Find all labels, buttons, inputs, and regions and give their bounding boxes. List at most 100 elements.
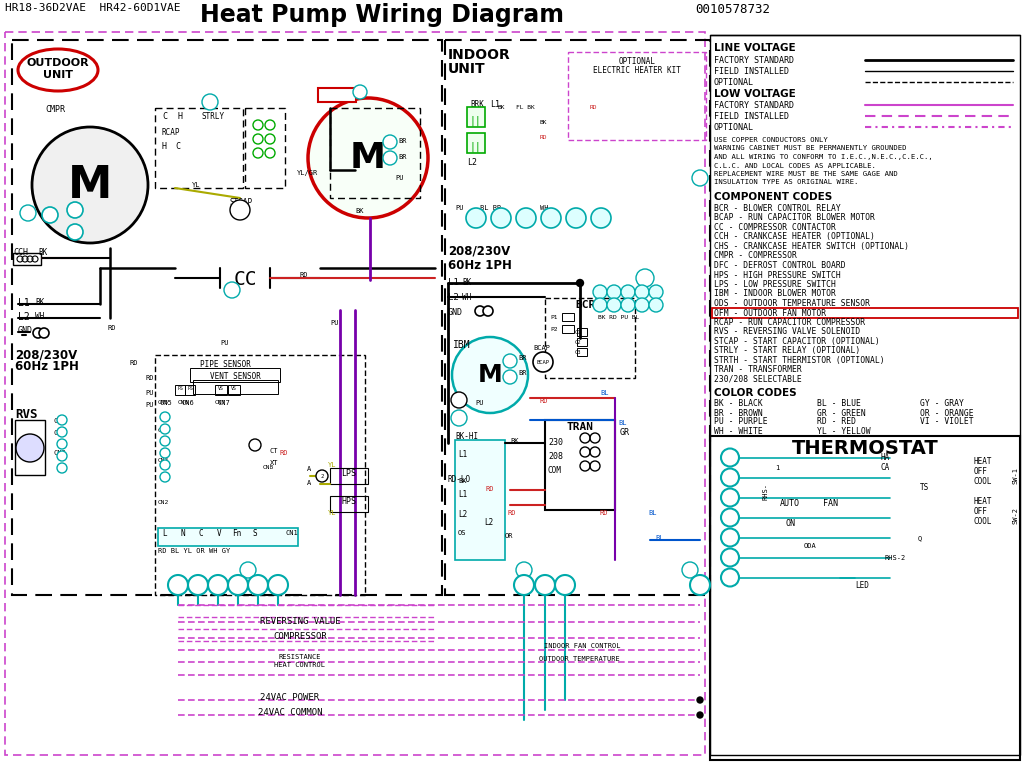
Text: 4: 4: [640, 302, 643, 307]
Text: REVERSING VALUE: REVERSING VALUE: [260, 617, 341, 626]
Text: BK: BK: [510, 438, 519, 444]
Text: LOW VOLTAGE: LOW VOLTAGE: [714, 89, 796, 99]
Text: HEAT CONTROL: HEAT CONTROL: [274, 662, 325, 668]
Bar: [545, 298, 635, 378]
Text: OR - ORANGE: OR - ORANGE: [920, 408, 974, 417]
Text: 4: 4: [548, 214, 553, 223]
Text: L1: L1: [458, 490, 468, 499]
Bar: [445, 40, 710, 595]
Text: BL: BL: [601, 390, 609, 396]
Text: A: A: [307, 480, 311, 486]
Text: USE COPPER CONDUCTORS ONLY: USE COPPER CONDUCTORS ONLY: [714, 137, 828, 143]
Text: RD: RD: [485, 486, 493, 492]
Text: RD: RD: [540, 135, 547, 140]
Circle shape: [57, 439, 66, 449]
Text: OUTDOOR TEMPERATURE: OUTDOOR TEMPERATURE: [539, 656, 620, 662]
Text: ELECTRIC HEATER KIT: ELECTRIC HEATER KIT: [593, 66, 681, 75]
Bar: [545, 420, 615, 510]
Text: UNIT: UNIT: [448, 62, 486, 76]
Text: R: R: [176, 581, 180, 590]
Circle shape: [451, 392, 468, 408]
Text: 7: 7: [687, 567, 693, 573]
Circle shape: [160, 460, 170, 470]
Text: BK-HI: BK-HI: [455, 432, 478, 441]
Text: XT: XT: [270, 460, 278, 466]
Bar: [710, 436, 1020, 760]
Text: 6: 6: [598, 214, 604, 223]
Bar: [13, 253, 41, 265]
Text: 5: 5: [655, 302, 658, 307]
Text: 208/230V: 208/230V: [448, 245, 510, 258]
Text: YL: YL: [192, 182, 201, 188]
Text: DFC - DEFROST CONTROL BOARD: DFC - DEFROST CONTROL BOARD: [714, 261, 846, 270]
Text: OUTDOOR: OUTDOOR: [27, 58, 89, 68]
Text: FACTORY STANDARD: FACTORY STANDARD: [714, 56, 794, 65]
Circle shape: [607, 298, 621, 312]
Circle shape: [692, 170, 708, 186]
Circle shape: [697, 697, 703, 703]
Circle shape: [160, 448, 170, 458]
Text: THERMOSTAT: THERMOSTAT: [792, 439, 938, 459]
Text: C: C: [164, 475, 167, 479]
Bar: [468, 133, 485, 153]
Text: RD-LO: RD-LO: [448, 475, 472, 484]
Text: BR: BR: [398, 138, 406, 144]
Text: R: R: [508, 375, 512, 379]
Bar: [158, 528, 298, 546]
Text: WH: WH: [540, 205, 548, 211]
Text: PU - PURPLE: PU - PURPLE: [714, 417, 767, 427]
Circle shape: [483, 306, 493, 316]
Text: C1: C1: [575, 330, 581, 335]
Text: C: C: [48, 211, 52, 220]
Bar: [193, 380, 278, 394]
Text: 1: 1: [775, 465, 780, 472]
Bar: [330, 108, 420, 198]
Circle shape: [16, 434, 44, 462]
Bar: [318, 88, 356, 102]
Bar: [12, 40, 442, 595]
Text: BK: BK: [35, 298, 44, 307]
Text: COM: COM: [548, 466, 562, 475]
Text: F: F: [60, 417, 63, 423]
Text: 24VAC COMMON: 24VAC COMMON: [258, 708, 322, 717]
Text: WH - WHITE: WH - WHITE: [714, 427, 763, 436]
Bar: [244, 108, 285, 188]
Circle shape: [636, 269, 654, 287]
Text: CMPR: CMPR: [45, 105, 65, 114]
Text: ON: ON: [785, 520, 795, 529]
Text: Q: Q: [918, 536, 922, 542]
Text: BL: BL: [618, 420, 626, 426]
Bar: [568, 52, 706, 140]
Text: STCAP: STCAP: [230, 198, 253, 207]
Circle shape: [514, 575, 534, 595]
Text: 60Hz 1PH: 60Hz 1PH: [15, 360, 79, 373]
Bar: [455, 440, 505, 560]
Text: 3: 3: [626, 302, 629, 307]
Text: O: O: [235, 581, 240, 590]
Text: ODA: ODA: [804, 542, 816, 549]
Circle shape: [57, 463, 66, 473]
Text: COMPONENT CODES: COMPONENT CODES: [714, 192, 833, 202]
Text: OFF: OFF: [974, 468, 988, 477]
Text: STCAP - START CAPACITOR (OPTIONAL): STCAP - START CAPACITOR (OPTIONAL): [714, 337, 880, 346]
Text: STRTH - START THERMISTOR (OPTIONAL): STRTH - START THERMISTOR (OPTIONAL): [714, 356, 885, 365]
Circle shape: [308, 98, 428, 218]
Text: 208: 208: [548, 452, 563, 461]
Text: PU: PU: [455, 205, 463, 211]
Text: AUTO: AUTO: [780, 500, 800, 508]
Circle shape: [621, 285, 635, 299]
Text: T: T: [275, 581, 280, 590]
Text: CC - COMPRESSOR CONTACTOR: CC - COMPRESSOR CONTACTOR: [714, 223, 836, 232]
Circle shape: [42, 207, 58, 223]
Text: RD: RD: [130, 360, 138, 366]
Text: OR: OR: [505, 533, 514, 539]
Text: V: V: [217, 529, 221, 538]
Bar: [562, 313, 574, 321]
Text: T: T: [727, 533, 732, 542]
Text: CMPR - COMPRESSOR: CMPR - COMPRESSOR: [714, 252, 797, 260]
Text: CN5: CN5: [158, 400, 169, 405]
Text: BCAP: BCAP: [533, 345, 550, 351]
Text: VS: VS: [218, 386, 224, 391]
Circle shape: [721, 508, 739, 526]
Text: P1: P1: [550, 315, 558, 320]
